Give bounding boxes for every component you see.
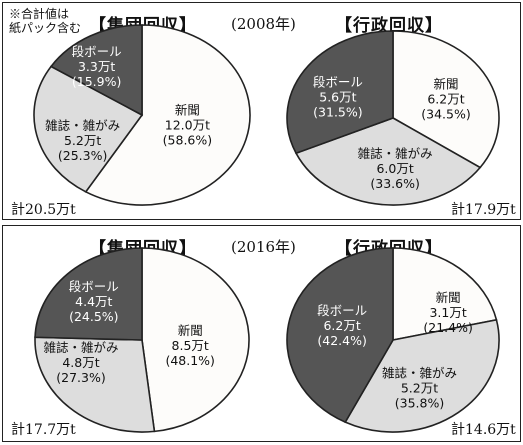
slice-amount: 6.2万t xyxy=(427,91,464,106)
slice-percent: (58.6%) xyxy=(163,133,212,148)
slice-percent: (25.3%) xyxy=(58,148,107,163)
slice-amount: 12.0万t xyxy=(165,118,210,133)
total-admin-2008: 計17.9万t xyxy=(451,202,516,218)
pie-slice-newspaper xyxy=(141,247,250,433)
slice-percent: (35.8%) xyxy=(395,396,444,411)
slice-percent: (48.1%) xyxy=(165,353,214,368)
slice-amount: 5.6万t xyxy=(319,90,356,105)
slice-name: 新聞 xyxy=(178,323,203,338)
pie-slice-cardboard xyxy=(49,24,143,117)
slice-percent: (34.5%) xyxy=(421,106,470,121)
total-group-2008: 計20.5万t xyxy=(11,202,76,218)
note-line-2: 紙パック含む xyxy=(9,21,82,35)
pie-slice-magazine xyxy=(33,65,144,193)
slice-amount: 6.0万t xyxy=(376,161,413,176)
pie-slice-cardboard xyxy=(286,30,394,155)
pie-slice-newspaper xyxy=(392,247,498,341)
slice-amount: 5.2万t xyxy=(64,133,101,148)
slice-label-newspaper: 新聞8.5万t(48.1%) xyxy=(165,323,214,368)
note-text: ※合計値は 紙パック含む xyxy=(9,7,81,35)
pie-slice-newspaper xyxy=(392,30,500,169)
slice-amount: 3.1万t xyxy=(429,305,466,320)
pie-slice-magazine xyxy=(294,117,482,206)
pie-slice-cardboard xyxy=(286,247,394,424)
pie-slice-magazine xyxy=(34,336,156,433)
slice-amount: 4.8万t xyxy=(62,355,99,370)
slice-percent: (27.3%) xyxy=(56,370,105,385)
slice-name: 雑誌・雑がみ xyxy=(382,366,457,381)
slice-name: 雑誌・雑がみ xyxy=(358,146,433,161)
slice-name: 段ボール xyxy=(313,75,363,90)
slice-percent: (33.6%) xyxy=(370,176,419,191)
slice-percent: (15.9%) xyxy=(72,74,121,89)
slice-name: 雑誌・雑がみ xyxy=(43,340,118,355)
year-2008: (2008年) xyxy=(231,15,296,33)
title-admin-2008: 【行政回収】 xyxy=(335,16,443,36)
total-admin-2016: 計14.6万t xyxy=(451,422,516,438)
note-line-1: ※合計値は xyxy=(9,7,70,21)
pie-slice-magazine xyxy=(344,318,500,433)
pie-slice-cardboard xyxy=(34,247,143,341)
slice-name: 段ボール xyxy=(72,44,122,59)
slice-name: 雑誌・雑がみ xyxy=(45,118,120,133)
total-group-2016: 計17.7万t xyxy=(11,422,76,438)
slice-name: 新聞 xyxy=(436,290,461,305)
slice-name: 段ボール xyxy=(69,279,119,294)
slice-amount: 4.4万t xyxy=(75,294,112,309)
slice-amount: 5.2万t xyxy=(401,381,438,396)
slice-label-newspaper: 新聞6.2万t(34.5%) xyxy=(421,76,470,121)
slice-percent: (21.4%) xyxy=(423,320,472,335)
slice-name: 新聞 xyxy=(433,76,458,91)
slice-percent: (24.5%) xyxy=(69,309,118,324)
pie-slice-newspaper xyxy=(84,24,251,206)
slice-label-newspaper: 新聞3.1万t(21.4%) xyxy=(423,290,472,335)
slice-amount: 3.3万t xyxy=(78,59,115,74)
slice-amount: 8.5万t xyxy=(172,338,209,353)
slice-name: 新聞 xyxy=(175,103,200,118)
year-2016: (2016年) xyxy=(231,238,296,256)
slice-name: 段ボール xyxy=(317,303,367,318)
slice-percent: (42.4%) xyxy=(317,333,366,348)
slice-amount: 6.2万t xyxy=(323,318,360,333)
slice-percent: (31.5%) xyxy=(313,105,362,120)
